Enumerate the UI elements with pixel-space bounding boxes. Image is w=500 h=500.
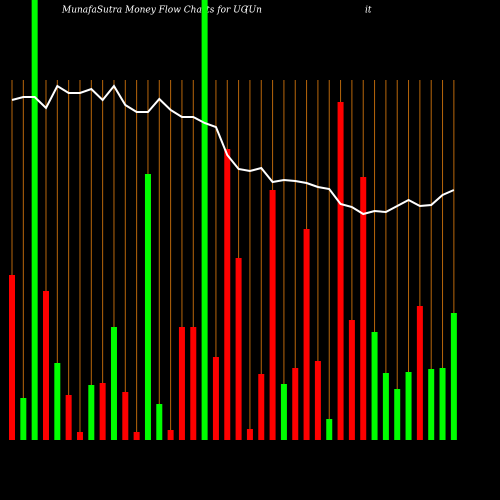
bar [144,174,151,440]
bar [133,432,140,440]
bar [258,374,265,440]
bar [269,190,276,440]
bar [167,430,174,440]
bar [178,327,185,440]
bar [156,404,163,440]
bar [394,389,401,440]
bar [371,332,378,440]
bar [303,229,310,440]
bar [405,372,412,440]
bar [76,432,83,440]
bar [382,373,389,440]
money-flow-line [11,84,455,216]
bar [246,429,253,440]
bar [42,291,49,440]
bar [416,306,423,440]
bar [450,313,457,440]
bar [439,368,446,440]
title-part: it [365,6,372,16]
bar [110,327,117,440]
bar [292,368,299,440]
bar [224,149,231,440]
bar [122,392,129,440]
bar [99,383,106,440]
bar [280,384,287,440]
bar [20,398,27,440]
chart-title: MunafaSutra Money Flow Charts for UG [61,6,248,16]
bar [314,361,321,440]
bar [337,102,344,440]
title-part: (Un [245,5,262,16]
bar [201,0,208,440]
bar [348,320,355,440]
bar [326,419,333,440]
bar [65,395,72,440]
bar [88,385,95,440]
bar [9,275,15,440]
bar [190,327,197,440]
bar [428,369,435,440]
bar [212,357,219,440]
bar [54,363,61,440]
bar [31,0,38,440]
bar [235,258,242,440]
bar [360,177,367,440]
